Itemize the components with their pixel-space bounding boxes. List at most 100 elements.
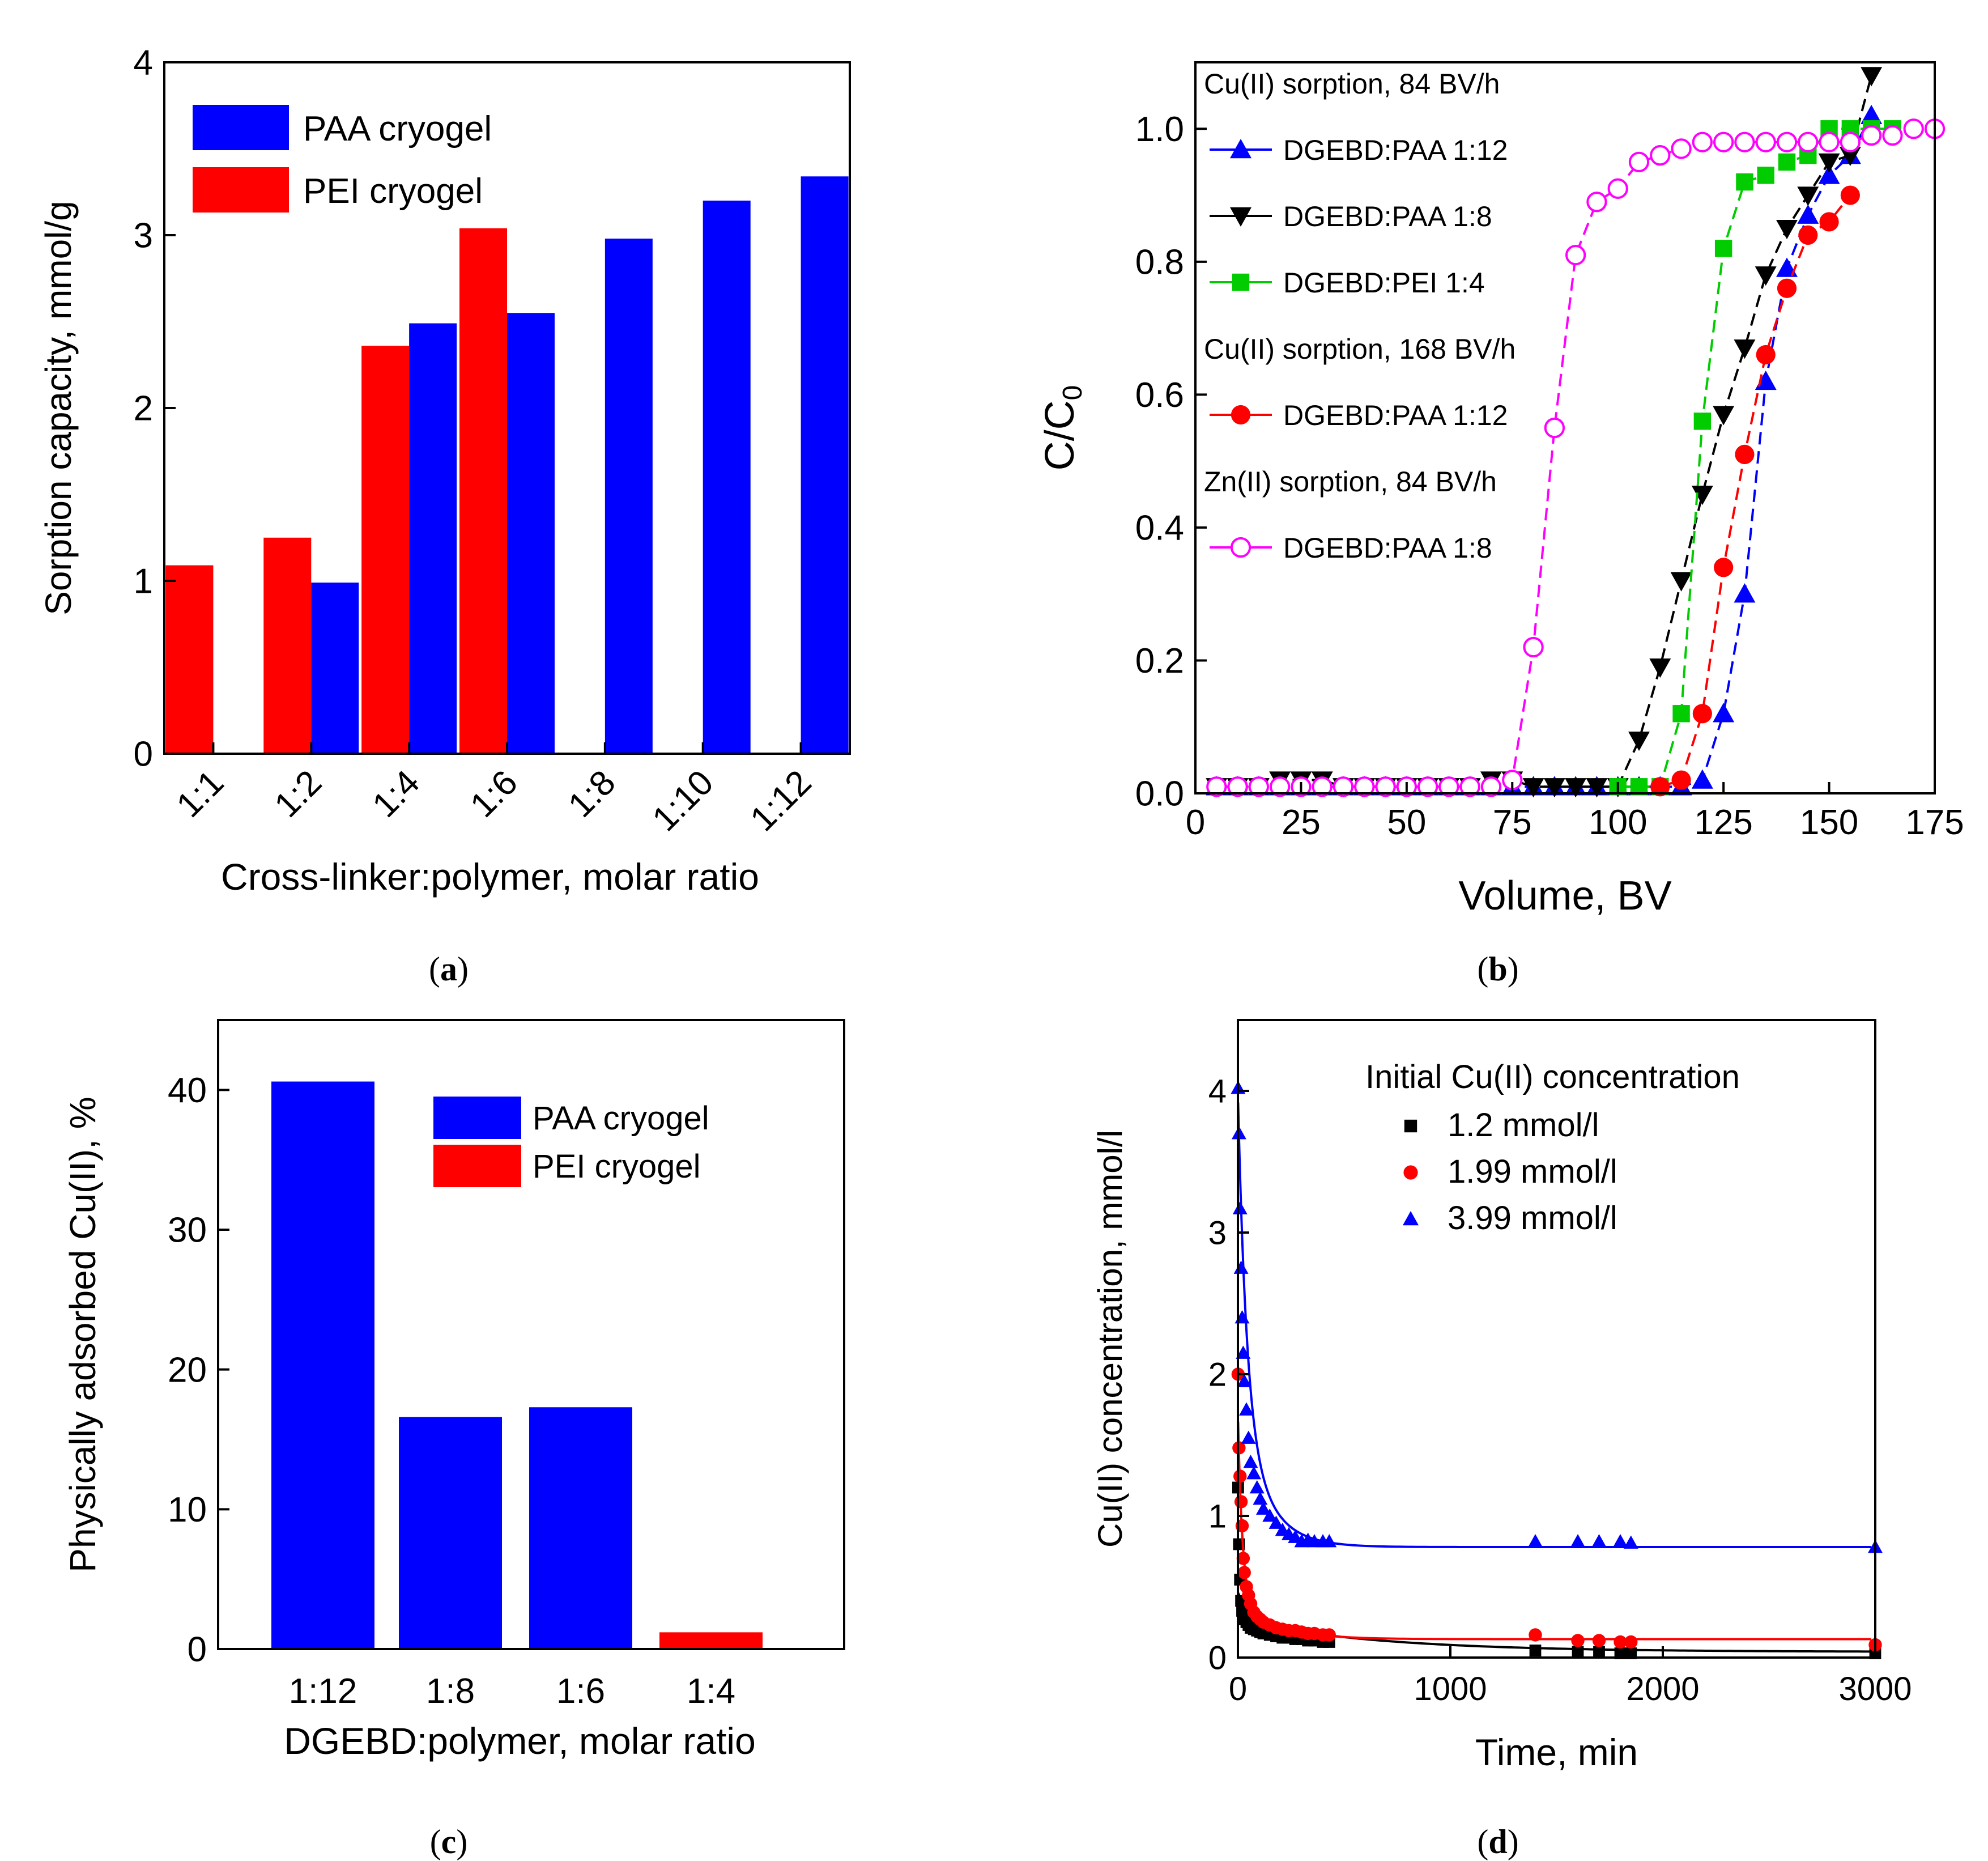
c-ytick-label: 30 xyxy=(168,1211,207,1250)
bar-pei-1:4 xyxy=(361,346,410,754)
b-point xyxy=(1778,153,1796,171)
b-point xyxy=(1607,178,1628,199)
b-point xyxy=(1713,406,1735,426)
b-legend-label: DGEBD:PEI 1:4 xyxy=(1283,267,1485,299)
c-xlabel: DGEBD:polymer, molar ratio xyxy=(284,1720,756,1762)
b-legend-header: Zn(II) sorption, 84 BV/h xyxy=(1204,466,1497,498)
d-point xyxy=(1529,1645,1542,1656)
b-point xyxy=(1819,212,1839,232)
bar-paa-1:2 xyxy=(311,583,359,754)
b-legend-point xyxy=(1230,537,1251,558)
b-ytick-label: 0.0 xyxy=(1135,775,1184,814)
d-point xyxy=(1256,1501,1271,1515)
d-point xyxy=(1322,1534,1337,1548)
b-xtick-label: 75 xyxy=(1493,803,1532,842)
b-point xyxy=(1333,776,1354,797)
b-xtick-label: 100 xyxy=(1589,803,1647,842)
bar-paa-1:12 xyxy=(801,176,849,754)
b-point xyxy=(1734,339,1756,359)
c-xtick-label: 1:6 xyxy=(556,1672,605,1711)
b-ytick-label: 0.2 xyxy=(1135,641,1184,681)
b-point xyxy=(1693,413,1712,430)
d-point xyxy=(1570,1534,1585,1548)
b-point xyxy=(1714,240,1732,257)
d-point xyxy=(1614,1635,1627,1649)
b-point xyxy=(1586,778,1608,798)
a-ytick-label: 4 xyxy=(134,44,153,83)
chart-panel-c: 1:12 1:8 1:6 1:4 0 10 20 30 40 Physically adsorbe… xyxy=(62,1019,845,1762)
b-point xyxy=(1227,776,1248,797)
b-point xyxy=(1480,776,1502,797)
b-point xyxy=(1840,185,1860,205)
b-plot-frame xyxy=(1194,61,1936,794)
c-legend-label: PAA cryogel xyxy=(533,1100,709,1137)
b-xlabel: Volume, BV xyxy=(1458,873,1671,919)
a-ytick-label: 1 xyxy=(134,562,153,601)
d-point xyxy=(1623,1535,1638,1549)
d-point xyxy=(1625,1647,1637,1659)
bar-paa-1:10 xyxy=(703,201,751,754)
b-point xyxy=(1818,164,1840,184)
d-legend-point xyxy=(1403,1211,1419,1226)
bar-pei-1:2 xyxy=(263,537,312,754)
bar-pei-1:6 xyxy=(459,228,507,754)
b-legend-header: Cu(II) sorption, 168 BV/h xyxy=(1204,333,1516,365)
b-point xyxy=(1565,244,1586,266)
b-point xyxy=(1544,417,1565,439)
b-ylabel: C/C0 xyxy=(1037,385,1088,471)
b-point xyxy=(1543,778,1565,798)
d-ytick-label: 4 xyxy=(1208,1073,1227,1110)
d-legend-label: 1.2 mmol/l xyxy=(1448,1107,1599,1144)
b-ytick-label: 0.8 xyxy=(1135,243,1184,282)
b-legend-point xyxy=(1230,207,1251,227)
c-ylabel: Physically adsorbed Cu(II), % xyxy=(62,1097,103,1572)
a-legend-label: PEI cryogel xyxy=(303,172,483,211)
d-ytick-label: 3 xyxy=(1208,1214,1227,1251)
b-point xyxy=(1438,776,1459,797)
d-point xyxy=(1234,1495,1248,1509)
b-point xyxy=(1691,769,1713,789)
b-point xyxy=(1692,704,1712,724)
d-point xyxy=(1237,1566,1251,1579)
b-point xyxy=(1861,104,1883,125)
b-ylabel-subscript: 0 xyxy=(1058,385,1088,401)
c-legend-swatch xyxy=(433,1145,521,1187)
b-legend-label: DGEBD:PAA 1:12 xyxy=(1283,134,1508,166)
b-point xyxy=(1417,776,1438,797)
d-point xyxy=(1624,1635,1638,1649)
c-ytick-label: 40 xyxy=(168,1071,207,1110)
d-point xyxy=(1232,1201,1248,1214)
b-point xyxy=(1756,345,1776,365)
c-legend-swatch xyxy=(433,1097,521,1139)
b-legend-point xyxy=(1232,273,1250,291)
b-point xyxy=(1735,444,1755,465)
d-point xyxy=(1322,1628,1336,1642)
d-point xyxy=(1529,1628,1542,1642)
d-point xyxy=(1268,1515,1284,1529)
b-series-line xyxy=(1216,114,1872,788)
bar-1:4 xyxy=(659,1632,763,1649)
a-xlabel: Cross-linker:polymer, molar ratio xyxy=(221,856,759,898)
b-xtick-label: 50 xyxy=(1387,803,1426,842)
b-xtick-label: 175 xyxy=(1905,803,1964,842)
b-point xyxy=(1734,131,1755,152)
bar-pei-1:1 xyxy=(165,565,214,754)
b-ytick-label: 1.0 xyxy=(1135,110,1184,149)
panel-label-d: (d) xyxy=(1477,1823,1518,1860)
b-point xyxy=(1755,266,1777,286)
b-point xyxy=(1777,278,1797,298)
d-ytick-label: 1 xyxy=(1208,1498,1227,1535)
b-point xyxy=(1861,67,1883,87)
b-xtick-label: 25 xyxy=(1282,803,1321,842)
b-point xyxy=(1269,776,1291,797)
b-point xyxy=(1565,778,1587,798)
b-point xyxy=(1375,776,1396,797)
d-point xyxy=(1246,1466,1262,1480)
b-point xyxy=(1650,145,1671,166)
a-ytick-label: 3 xyxy=(134,216,153,256)
b-point xyxy=(1797,204,1819,224)
d-point xyxy=(1233,1469,1247,1483)
c-xtick-label: 1:12 xyxy=(289,1672,357,1711)
b-point xyxy=(1776,131,1798,152)
